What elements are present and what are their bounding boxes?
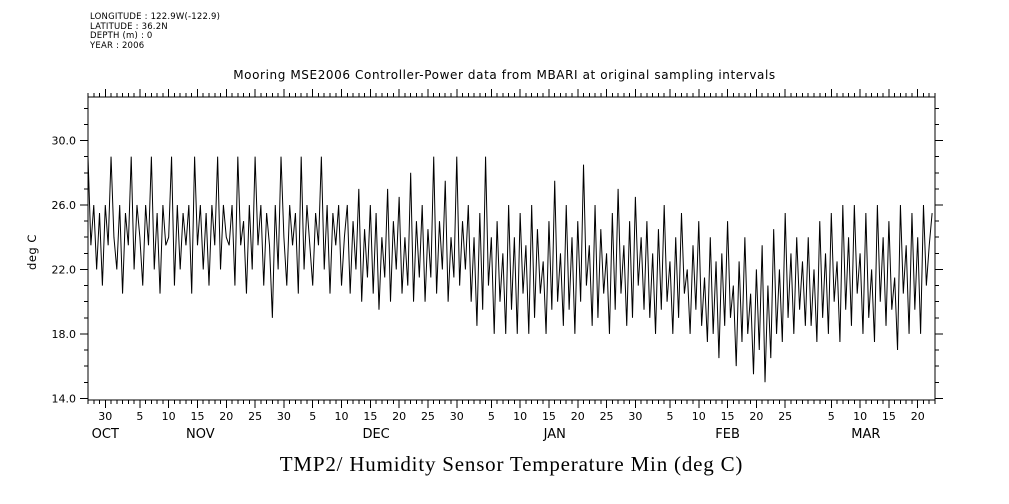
- tick-label: 14.0: [52, 392, 77, 405]
- tick-label: 20: [219, 410, 233, 423]
- chart-title: Mooring MSE2006 Controller-Power data fr…: [233, 68, 776, 82]
- tick-label: 30.0: [52, 135, 77, 148]
- tick-label: 5: [136, 410, 143, 423]
- tick-label: 22.0: [52, 263, 77, 276]
- temperature-series-line: [87, 156, 933, 383]
- tick-label: 20: [392, 410, 406, 423]
- tick-label: 10: [853, 410, 867, 423]
- tick-label: 15: [363, 410, 377, 423]
- tick-label: MAR: [851, 427, 880, 442]
- tick-label: 15: [721, 410, 735, 423]
- tick-label: 25: [248, 410, 262, 423]
- tick-label: 10: [513, 410, 527, 423]
- tick-label: 5: [488, 410, 495, 423]
- tick-label: 15: [190, 410, 204, 423]
- tick-label: 25: [600, 410, 614, 423]
- tick-label: DEC: [362, 427, 389, 442]
- tick-label: 26.0: [52, 199, 77, 212]
- tick-label: 30: [628, 410, 642, 423]
- tick-label: 30: [98, 410, 112, 423]
- tick-label: 15: [542, 410, 556, 423]
- tick-label: OCT: [92, 427, 119, 442]
- y-axis-label: deg C: [25, 234, 39, 270]
- temperature-series: [87, 156, 933, 383]
- metadata-line-latitude: LATITUDE : 36.2N: [90, 21, 168, 32]
- tick-label: 30: [277, 410, 291, 423]
- tick-label: 15: [882, 410, 896, 423]
- tick-label: 5: [666, 410, 673, 423]
- axis-tick-labels: 30 5 10 15 20 25 30 5 10 15 20 25 30 5 10 15 20 25 30 5 10 15…: [52, 135, 925, 442]
- tick-label: 5: [828, 410, 835, 423]
- tick-label: FEB: [715, 427, 740, 442]
- metadata-line-depth: DEPTH (m) : 0: [90, 31, 153, 41]
- tick-label: JAN: [543, 427, 566, 442]
- metadata-line-year: YEAR : 2006: [90, 40, 145, 51]
- tick-label: 25: [421, 410, 435, 423]
- tick-label: 20: [571, 410, 585, 423]
- tick-label: 25: [778, 410, 792, 423]
- tick-label: 20: [749, 410, 763, 423]
- tick-label: 10: [162, 410, 176, 423]
- tick-label: 20: [911, 410, 925, 423]
- tick-label: 30: [450, 410, 464, 423]
- tick-label: 18.0: [52, 328, 77, 341]
- bottom-axis-title: TMP2/ Humidity Sensor Temperature Min (d…: [279, 452, 744, 476]
- axis-ticks: [80, 89, 943, 408]
- tick-label: 5: [309, 410, 316, 423]
- tick-label: 10: [692, 410, 706, 423]
- axes-frame: [87, 96, 936, 401]
- station-metadata: LONGITUDE : 122.9W(-122.9) LATITUDE : 36…: [90, 12, 221, 51]
- tick-label: NOV: [186, 427, 215, 442]
- metadata-line-longitude: LONGITUDE : 122.9W(-122.9): [90, 12, 221, 22]
- tick-label: 10: [335, 410, 349, 423]
